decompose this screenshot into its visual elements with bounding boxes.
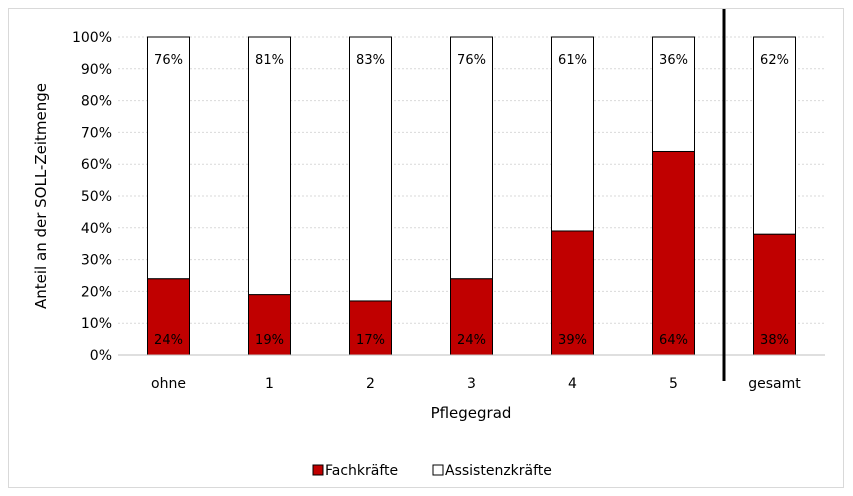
x-tick-label: 5: [669, 376, 678, 392]
y-tick-label: 40%: [81, 221, 112, 237]
y-tick-label: 60%: [81, 157, 112, 173]
y-axis-ticks: 0% 10% 20% 30% 40% 50% 60% 70% 80% 90% 100%: [72, 30, 112, 364]
data-label-fachkraefte: 64%: [659, 333, 688, 348]
bar-assistenzkraefte: [652, 36, 695, 152]
x-tick-label: 2: [366, 376, 375, 392]
data-label-fachkraefte: 19%: [255, 333, 284, 348]
data-label-assistenzkraefte: 76%: [154, 53, 183, 68]
x-tick-label: gesamt: [748, 376, 801, 392]
x-axis-ticks: ohne 1 2 3 4 5 gesamt: [151, 376, 801, 392]
legend-label-assistenzkraefte: Assistenzkräfte: [445, 463, 552, 479]
data-label-assistenzkraefte: 62%: [760, 53, 789, 68]
y-tick-label: 90%: [81, 62, 112, 78]
bar-fachkraefte: [551, 230, 594, 356]
bars: [147, 36, 796, 356]
x-axis-title: Pflegegrad: [431, 404, 512, 422]
legend-swatch-assistenzkraefte: [432, 464, 444, 476]
y-tick-label: 100%: [72, 30, 112, 46]
bar-assistenzkraefte: [349, 36, 392, 302]
y-tick-label: 0%: [90, 348, 112, 364]
data-labels: 24% 76% 19% 81% 17% 83% 24% 76% 39% 61% 64% 36% 38% 6…: [154, 53, 789, 348]
bar-assistenzkraefte: [450, 36, 493, 280]
legend-label-fachkraefte: Fachkräfte: [325, 463, 398, 479]
x-tick-label: ohne: [151, 376, 186, 392]
bar-fachkraefte: [147, 278, 190, 356]
legend: Fachkräfte Assistenzkräfte: [312, 463, 552, 479]
bar-assistenzkraefte: [753, 36, 796, 235]
data-label-assistenzkraefte: 81%: [255, 53, 284, 68]
x-tick-label: 3: [467, 376, 476, 392]
y-axis-title: Anteil an der SOLL-Zeitmenge: [32, 83, 50, 309]
data-label-assistenzkraefte: 36%: [659, 53, 688, 68]
bar-assistenzkraefte: [248, 36, 291, 296]
data-label-assistenzkraefte: 83%: [356, 53, 385, 68]
y-tick-label: 30%: [81, 253, 112, 269]
data-label-fachkraefte: 38%: [760, 333, 789, 348]
data-label-assistenzkraefte: 76%: [457, 53, 486, 68]
bar-fachkraefte: [248, 294, 291, 356]
y-tick-label: 50%: [81, 189, 112, 205]
data-label-assistenzkraefte: 61%: [558, 53, 587, 68]
x-tick-label: 4: [568, 376, 577, 392]
data-label-fachkraefte: 39%: [558, 333, 587, 348]
y-tick-label: 10%: [81, 316, 112, 332]
legend-swatch-fachkraefte: [312, 464, 324, 476]
data-label-fachkraefte: 24%: [154, 333, 183, 348]
bar-fachkraefte: [349, 300, 392, 356]
data-label-fachkraefte: 17%: [356, 333, 385, 348]
y-tick-label: 20%: [81, 284, 112, 300]
y-tick-label: 80%: [81, 94, 112, 110]
y-tick-label: 70%: [81, 125, 112, 141]
bar-fachkraefte: [652, 150, 695, 356]
bar-assistenzkraefte: [147, 36, 190, 280]
bar-assistenzkraefte: [551, 36, 594, 232]
x-tick-label: 1: [265, 376, 274, 392]
data-label-fachkraefte: 24%: [457, 333, 486, 348]
